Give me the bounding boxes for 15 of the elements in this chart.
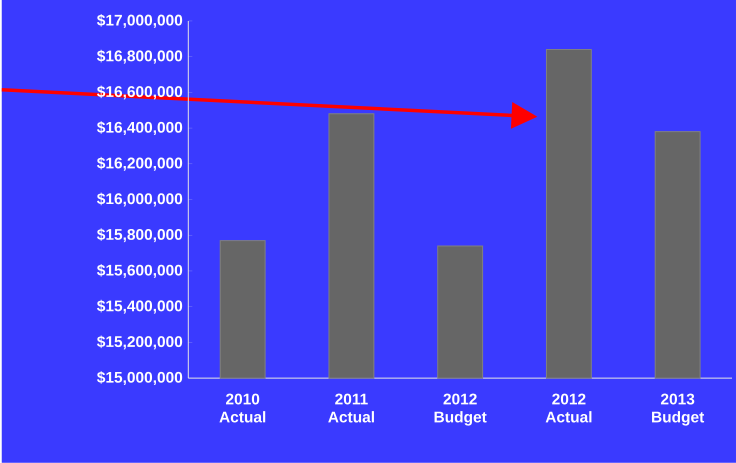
y-tick-label: $15,200,000 <box>97 335 182 350</box>
x-tick-label: 2012 Actual <box>546 394 592 423</box>
y-tick-label: $16,000,000 <box>97 192 182 207</box>
y-tick-label: $17,000,000 <box>97 14 182 28</box>
x-tick-label: 2011 Actual <box>328 394 374 423</box>
x-tick-label: 2013 Budget <box>652 394 704 426</box>
y-tick-label: $16,400,000 <box>97 121 182 136</box>
y-tick-label: $15,800,000 <box>97 228 182 242</box>
y-tick-label: $15,600,000 <box>97 264 182 278</box>
x-tick-label: 2010 Actual <box>219 394 266 423</box>
y-tick-label: $15,400,000 <box>97 300 182 314</box>
y-tick-label: $16,800,000 <box>97 50 182 64</box>
y-tick-label: $15,000,000 <box>97 371 182 386</box>
y-tick-label: $16,200,000 <box>97 156 182 171</box>
x-tick-label: 2012 Budget <box>434 394 487 426</box>
